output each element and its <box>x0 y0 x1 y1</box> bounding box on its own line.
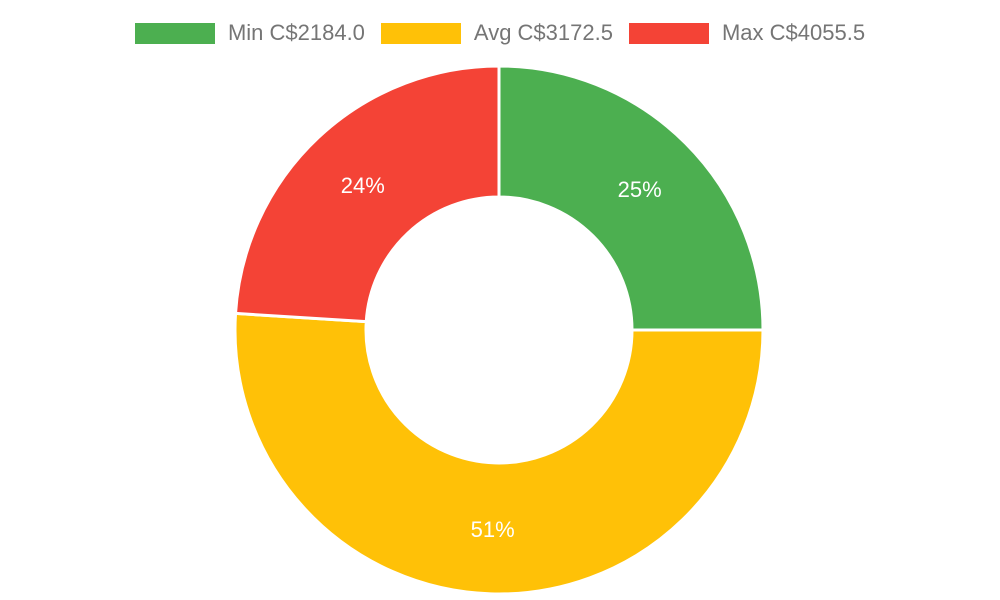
legend-swatch-min <box>134 22 215 44</box>
legend-label-max: Max C$4055.5 <box>721 20 866 45</box>
legend-label-avg: Avg C$3172.5 <box>473 20 613 45</box>
donut-slice-min[interactable] <box>497 64 765 332</box>
donut-slice-max[interactable] <box>234 64 501 324</box>
legend-item-min[interactable]: Min C$2184.0 <box>134 20 365 45</box>
chart-legend: Min C$2184.0 Avg C$3172.5 Max C$4055.5 <box>0 22 1000 44</box>
legend-swatch-max <box>628 22 709 44</box>
legend-swatch-avg <box>380 22 461 44</box>
donut-slice-avg[interactable] <box>233 311 765 596</box>
legend-item-max[interactable]: Max C$4055.5 <box>628 20 866 45</box>
legend-label-min: Min C$2184.0 <box>227 20 365 45</box>
legend-item-avg[interactable]: Avg C$3172.5 <box>380 20 613 45</box>
